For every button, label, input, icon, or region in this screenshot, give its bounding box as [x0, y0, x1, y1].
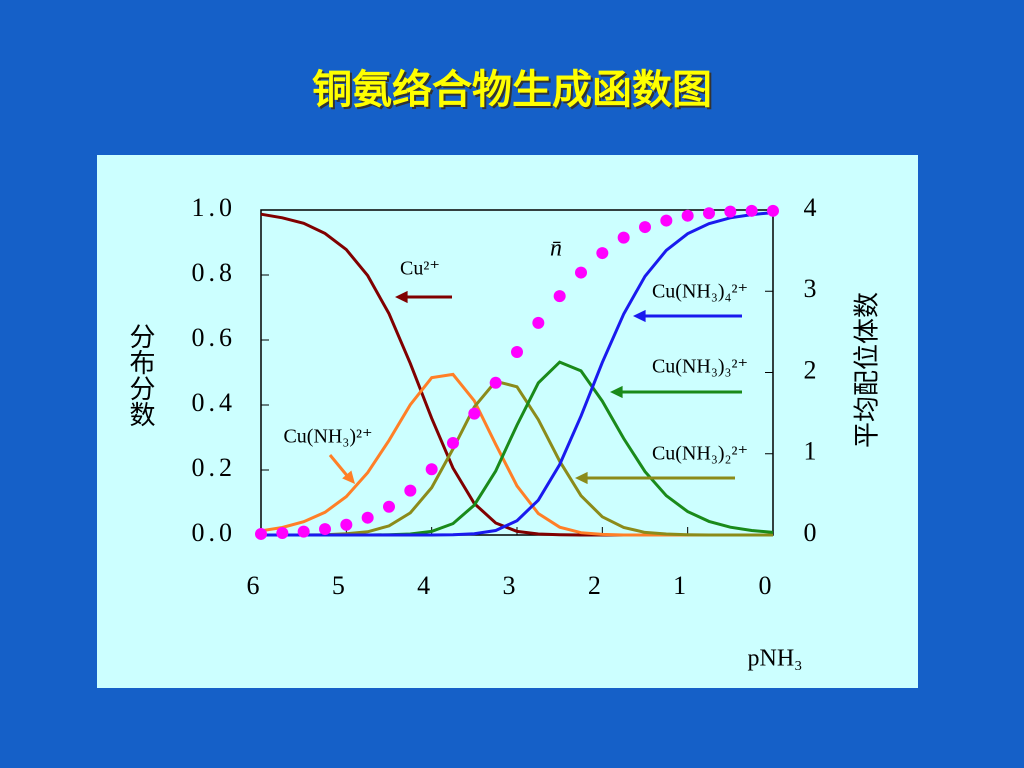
y2-axis-label: 平均配位体数 — [853, 292, 883, 448]
y-tick-label: 0.0 — [192, 518, 237, 547]
data-point — [489, 376, 502, 389]
series-line — [261, 211, 774, 537]
x-tick-label: 5 — [332, 571, 345, 600]
series-label: Cu(NH₃)₃²⁺ — [652, 356, 748, 378]
data-point — [660, 214, 673, 227]
data-point — [297, 525, 310, 538]
annotation-arrowhead — [633, 309, 646, 323]
data-point — [703, 207, 715, 220]
data-point — [447, 437, 459, 450]
data-point — [383, 500, 395, 513]
x-axis-label: pNH₃ — [747, 646, 802, 672]
data-point — [767, 204, 779, 217]
y2-tick-label: 4 — [804, 193, 817, 222]
data-point — [511, 346, 523, 359]
x-tick-label: 0 — [759, 571, 772, 600]
y2-tick-label: 1 — [804, 437, 817, 466]
annotation-arrowhead — [575, 471, 588, 485]
x-tick-label: 3 — [503, 571, 516, 600]
y2-tick-label: 0 — [804, 518, 817, 547]
series-label: Cu(NH₃)₂²⁺ — [652, 443, 748, 465]
data-point — [532, 316, 545, 329]
data-point — [319, 523, 331, 536]
y-tick-label: 0.8 — [192, 258, 237, 287]
y-tick-label: 0.2 — [192, 453, 237, 482]
data-point — [553, 290, 566, 303]
y-tick-label: 0.4 — [192, 388, 237, 417]
chart-panel — [97, 155, 918, 688]
chart-title: 铜氨络合物生成函数图 — [312, 67, 712, 113]
data-point — [575, 266, 587, 279]
y2-tick-label: 3 — [804, 274, 817, 303]
data-point — [724, 205, 737, 218]
data-point — [745, 204, 758, 217]
series-label: Cu²⁺ — [400, 258, 440, 280]
series-label: Cu(NH₃)₄²⁺ — [652, 281, 748, 303]
series-label: n̄ — [550, 236, 562, 262]
annotation-arrowhead — [610, 385, 623, 399]
annotation-arrowhead — [342, 470, 355, 484]
data-point — [425, 463, 438, 476]
data-point — [255, 527, 267, 540]
data-point — [340, 518, 353, 531]
data-point — [596, 247, 609, 260]
x-tick-label: 4 — [417, 571, 430, 600]
data-point — [468, 407, 481, 420]
data-point — [639, 221, 651, 234]
data-point — [617, 231, 630, 244]
data-point — [276, 527, 289, 540]
data-point — [361, 511, 374, 524]
annotation-arrow — [328, 454, 351, 479]
data-point — [681, 209, 694, 222]
x-tick-label: 6 — [247, 571, 260, 600]
y-tick-label: 0.6 — [192, 323, 237, 352]
y2-tick-label: 2 — [804, 355, 817, 384]
data-point — [404, 484, 417, 497]
y-tick-label: 1.0 — [192, 193, 237, 222]
title-shadow: 铜氨络合物生成函数图 — [314, 69, 714, 115]
x-tick-label: 1 — [673, 571, 686, 600]
annotation-arrowhead — [395, 290, 408, 304]
x-tick-label: 2 — [588, 571, 601, 600]
y-axis-label: 分布分数 — [125, 323, 155, 427]
series-label: Cu(NH₃)²⁺ — [283, 426, 372, 448]
